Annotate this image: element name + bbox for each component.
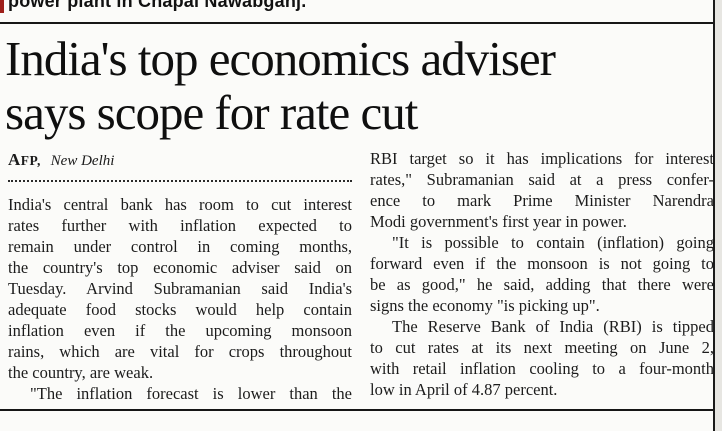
bottom-horizontal-rule: [0, 409, 714, 411]
article-line: RBI target so it has implications for in…: [370, 149, 714, 168]
article-line: "It is possible to contain (inflation) g…: [392, 233, 714, 252]
byline-agency: AFP,: [8, 150, 41, 169]
article-line: remain under control in coming months,: [8, 237, 352, 256]
clipped-previous-headline: power plant in Chapai Nawabganj.: [8, 0, 708, 13]
byline: AFP, New Delhi: [8, 150, 352, 171]
article-body: AFP, New Delhi India's central bank has …: [8, 148, 714, 404]
top-horizontal-rule: [0, 22, 714, 24]
headline-line-2: says scope for rate cut: [5, 85, 418, 140]
article-line: the country, are weak.: [8, 363, 154, 382]
dotted-divider: [8, 180, 352, 182]
article-line: rains, which are vital for crops through…: [8, 342, 352, 361]
article-line: adequate food stocks would help contain: [8, 300, 352, 319]
article-line: inflation even if the upcoming monsoon: [8, 321, 352, 340]
article-line: to cut rates at its next meeting on June…: [370, 338, 714, 357]
article-column-right: RBI target so it has implications for in…: [370, 148, 714, 404]
article-column-left: AFP, New Delhi India's central bank has …: [8, 148, 352, 404]
red-edge-mark: [0, 0, 4, 13]
article-line: "The inflation forecast is lower than th…: [30, 384, 352, 403]
headline-line-1: India's top economics adviser: [5, 31, 556, 86]
byline-location: New Delhi: [50, 153, 115, 169]
article-line: rates further with inflation expected to: [8, 216, 352, 235]
article-line: be as good," he said, adding that there …: [370, 275, 714, 294]
clipped-previous-headline-text: power plant in Chapai Nawabganj.: [8, 0, 307, 11]
article-line: with retail inflation cooling to a four-…: [370, 359, 714, 378]
article-line: The Reserve Bank of India (RBI) is tippe…: [392, 317, 714, 336]
right-vertical-rule: [713, 0, 715, 431]
article-line: India's central bank has room to cut int…: [8, 195, 352, 214]
article-headline: India's top economics adviser says scope…: [5, 32, 711, 140]
article-line: low in April of 4.87 percent.: [370, 380, 558, 399]
article-line: Modi government's first year in power.: [370, 212, 627, 231]
article-line: ence to mark Prime Minister Narendra: [370, 191, 714, 210]
article-line: signs the economy "is picking up".: [370, 296, 600, 315]
article-line: the country's top economic adviser said …: [8, 258, 352, 277]
article-line: rates," Subramanian said at a press conf…: [370, 170, 714, 189]
page-margin-strip: [715, 0, 722, 431]
article-line: forward even if the monsoon is not going…: [370, 254, 714, 273]
article-line: Tuesday. Arvind Subramanian said India's: [8, 279, 352, 298]
